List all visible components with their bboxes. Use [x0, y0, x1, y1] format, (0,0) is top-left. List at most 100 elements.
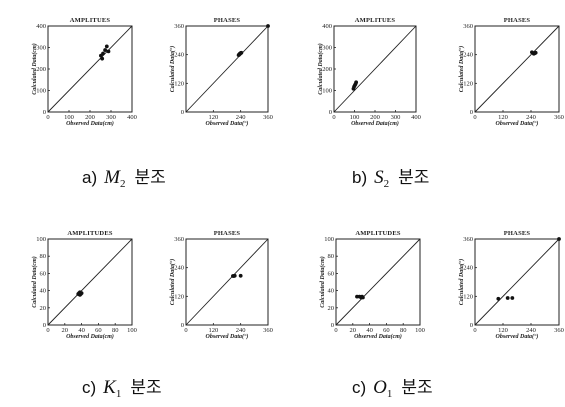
x-axis-label: Observed Data(°) — [496, 333, 539, 340]
plot-title: AMPLITUES — [70, 17, 111, 24]
x-axis-label: Observed Data(°) — [496, 120, 539, 127]
x-tick-label: 20 — [62, 327, 69, 334]
y-tick-label: 80 — [328, 253, 335, 260]
y-tick-label: 200 — [36, 66, 46, 73]
y-tick-label: 0 — [43, 109, 46, 116]
y-axis-label: Calculated Data(cm) — [319, 256, 326, 308]
plot-title: PHASES — [504, 17, 531, 24]
x-tick-label: 100 — [64, 114, 74, 121]
y-tick-label: 0 — [43, 322, 46, 329]
caption-m2: a) M 2 분조 — [82, 163, 166, 190]
y-tick-label: 20 — [328, 305, 335, 312]
plot-title: AMPLITUDES — [67, 230, 113, 237]
x-tick-label: 0 — [46, 114, 49, 121]
x-tick-label: 300 — [391, 114, 401, 121]
x-tick-label: 20 — [350, 327, 357, 334]
y-tick-label: 80 — [40, 253, 47, 260]
x-tick-label: 100 — [127, 327, 137, 334]
m2-amplitudes-plot: AMPLITUES 0 100 200 300 400 0 100 200 300 400 Obser… — [31, 17, 137, 127]
y-tick-label: 60 — [40, 270, 47, 277]
data-point — [104, 44, 109, 49]
y-tick-label: 100 — [36, 88, 46, 95]
y-axis-label: Calculated Data(°) — [458, 259, 465, 306]
x-tick-label: 60 — [95, 327, 102, 334]
m2-phases-plot: PHASES 120 240 360 0 120 240 360 Observed Data(°… — [169, 17, 273, 127]
x-tick-label: 40 — [366, 327, 373, 334]
data-point — [79, 291, 84, 296]
y-tick-label: 360 — [174, 236, 184, 243]
x-tick-label: 360 — [554, 114, 564, 121]
caption-word: 분조 — [398, 168, 430, 188]
y-tick-label: 100 — [36, 236, 46, 243]
plot-frame — [474, 238, 560, 326]
y-axis-label: Calculated Data(cm) — [317, 43, 324, 95]
x-tick-label: 360 — [263, 327, 273, 334]
caption-symbol: S — [374, 167, 384, 188]
y-tick-label: 360 — [174, 23, 184, 30]
data-point — [533, 50, 538, 55]
plot-frame — [47, 238, 133, 326]
x-tick-label: 240 — [236, 327, 246, 334]
y-tick-label: 120 — [463, 293, 473, 300]
x-axis-label: Observed Data(cm) — [66, 333, 114, 340]
y-tick-label: 40 — [328, 288, 335, 295]
x-tick-label: 40 — [78, 327, 85, 334]
data-point — [510, 296, 515, 300]
plot-frame — [185, 238, 269, 326]
caption-letter: c) — [352, 378, 367, 397]
x-tick-label: 80 — [112, 327, 119, 334]
y-tick-label: 200 — [322, 66, 332, 73]
y-tick-label: 400 — [36, 23, 46, 30]
data-point — [103, 48, 108, 52]
o1-amplitudes-plot: AMPLITUDES 0 20 40 60 80 100 0 20 40 60 80 100 Observ… — [319, 230, 425, 340]
caption-symbol: K — [103, 377, 116, 398]
y-tick-label: 120 — [463, 80, 473, 87]
x-axis-label: Observed Data(cm) — [351, 120, 399, 127]
y-tick-label: 240 — [174, 265, 184, 272]
caption-word: 분조 — [130, 378, 162, 398]
s2-amplitudes-plot: AMPLITUES 0 100 200 300 400 0 100 200 300 400 Obser… — [317, 17, 421, 127]
y-tick-label: 0 — [329, 109, 332, 116]
x-tick-label: 0 — [184, 327, 187, 334]
data-point — [106, 49, 111, 54]
plot-frame — [185, 25, 269, 113]
x-tick-label: 300 — [106, 114, 116, 121]
y-tick-label: 120 — [174, 80, 184, 87]
data-point — [360, 295, 365, 300]
y-tick-label: 0 — [331, 322, 334, 329]
x-tick-label: 0 — [332, 114, 335, 121]
y-tick-label: 100 — [322, 88, 332, 95]
plot-title: PHASES — [214, 17, 241, 24]
caption-word: 분조 — [401, 378, 433, 398]
x-tick-label: 100 — [350, 114, 360, 121]
y-tick-label: 300 — [322, 45, 332, 52]
reference-line — [47, 238, 133, 326]
s2-phases-plot: PHASES 0 120 240 360 0 120 240 360 Observed Data(… — [458, 17, 564, 127]
x-tick-label: 240 — [526, 327, 536, 334]
y-tick-label: 60 — [328, 270, 335, 277]
y-axis-label: Calculated Data(cm) — [31, 256, 38, 308]
x-tick-label: 80 — [400, 327, 407, 334]
x-tick-label: 360 — [554, 327, 564, 334]
caption-letter: b) — [352, 168, 368, 187]
data-point — [239, 50, 244, 55]
x-tick-label: 360 — [263, 114, 273, 121]
reference-line — [335, 238, 421, 326]
x-axis-label: Observed Data(cm) — [354, 333, 402, 340]
data-point — [238, 273, 243, 278]
y-tick-label: 120 — [174, 293, 184, 300]
plot-title: AMPLITUDES — [355, 230, 401, 237]
caption-k1: c) K 1 분조 — [82, 373, 162, 400]
x-tick-label: 0 — [473, 327, 476, 334]
caption-o1: c) O 1 분조 — [352, 373, 433, 400]
plot-frame — [335, 238, 421, 326]
y-tick-label: 40 — [40, 288, 47, 295]
x-tick-label: 120 — [208, 327, 218, 334]
x-tick-label: 200 — [85, 114, 95, 121]
y-tick-label: 360 — [463, 236, 473, 243]
x-tick-label: 0 — [473, 114, 476, 121]
caption-symbol: O — [373, 377, 387, 398]
reference-line — [474, 25, 560, 113]
o1-phases-plot: PHASES 0 120 240 360 0 120 240 360 Observed Data(… — [458, 230, 564, 340]
data-point — [232, 273, 237, 278]
